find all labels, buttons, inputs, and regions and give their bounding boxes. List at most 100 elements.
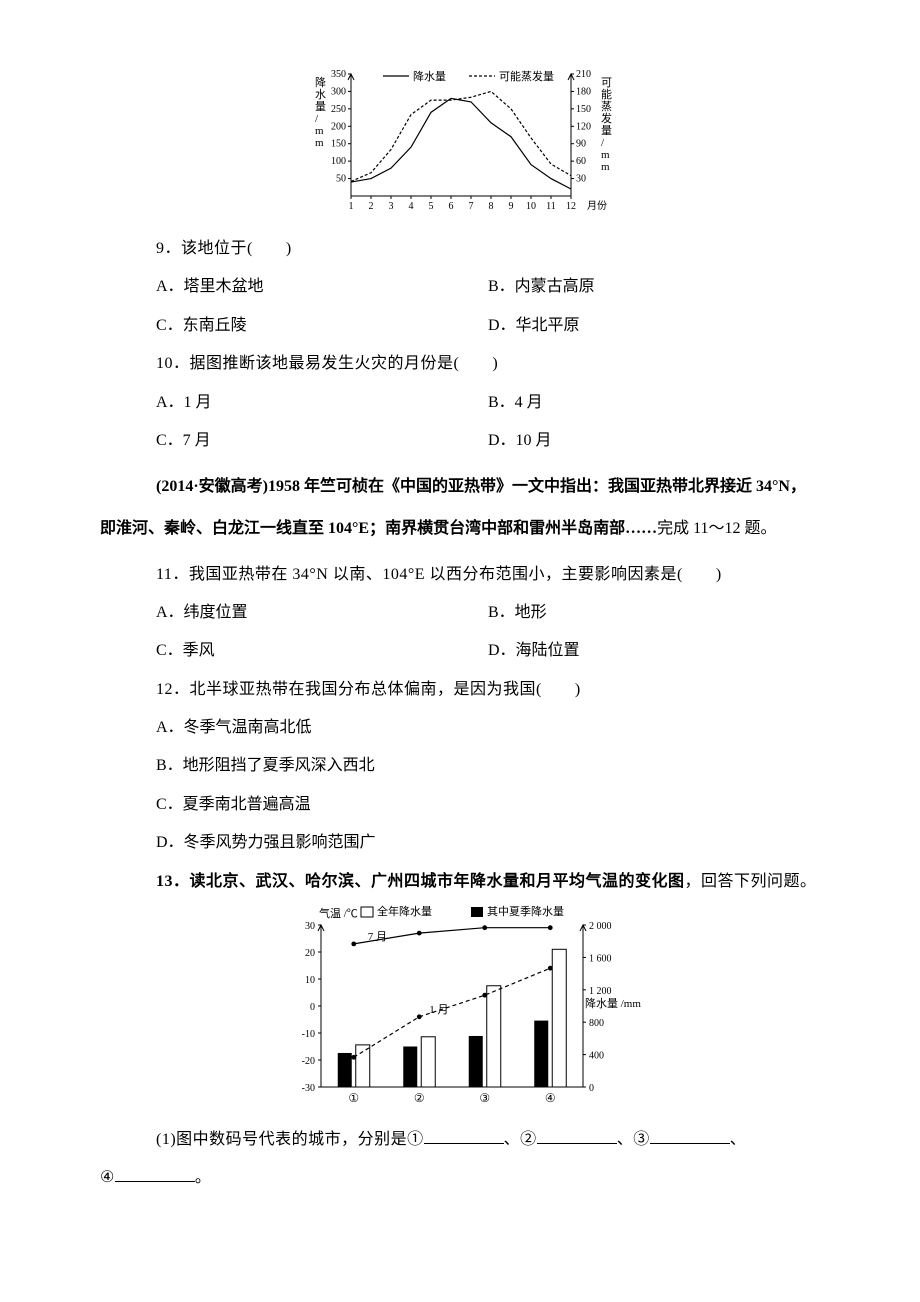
q10-opt-d: D．10 月: [488, 422, 820, 460]
q13-sub1-mid2: 、③: [617, 1131, 650, 1148]
svg-text:0: 0: [589, 1083, 594, 1094]
svg-text:6: 6: [449, 201, 454, 212]
svg-text:量: 量: [601, 124, 612, 137]
svg-text:月份: 月份: [587, 200, 607, 212]
svg-text:8: 8: [489, 201, 494, 212]
q13-stem: 13．读北京、武汉、哈尔滨、广州四城市年降水量和月平均气温的变化图，回答下列问题…: [100, 863, 820, 901]
svg-text:1 200: 1 200: [589, 986, 612, 997]
q13-sub1-lead: (1)图中数码号代表的城市，分别是①: [156, 1131, 424, 1148]
svg-text:9: 9: [509, 201, 514, 212]
q13-sub1-end: 。: [195, 1169, 212, 1186]
svg-text:-10: -10: [302, 1029, 315, 1040]
svg-text:800: 800: [589, 1018, 604, 1029]
q13-stem-tail: ，回答下列问题。: [685, 873, 817, 890]
q10-opt-b: B．4 月: [488, 384, 820, 422]
svg-text:②: ②: [414, 1091, 425, 1105]
svg-text:①: ①: [348, 1091, 359, 1105]
svg-text:4: 4: [409, 201, 414, 212]
q9-opt-a: A．塔里木盆地: [156, 268, 488, 306]
q11-options-row2: C．季风 D．海陆位置: [100, 632, 820, 670]
svg-text:100: 100: [331, 156, 346, 167]
svg-text:12: 12: [566, 201, 576, 212]
svg-text:200: 200: [331, 121, 346, 132]
svg-text:m: m: [601, 161, 610, 173]
passage-tail: 完成 11～12 题。: [657, 520, 776, 537]
svg-text:m: m: [315, 137, 324, 149]
svg-text:180: 180: [576, 86, 591, 97]
q11-opt-d: D．海陆位置: [488, 632, 820, 670]
svg-text:④: ④: [545, 1091, 556, 1105]
q11-options-row1: A．纬度位置 B．地形: [100, 594, 820, 632]
q10-options-row1: A．1 月 B．4 月: [100, 384, 820, 422]
svg-text:300: 300: [331, 86, 346, 97]
q12-opt-a: A．冬季气温南高北低: [100, 709, 820, 747]
q9-opt-c: C．东南丘陵: [156, 307, 488, 345]
svg-text:7 月: 7 月: [368, 931, 387, 943]
blank-4: [115, 1165, 195, 1182]
svg-text:5: 5: [429, 201, 434, 212]
q9-options-row2: C．东南丘陵 D．华北平原: [100, 307, 820, 345]
q13-sub1-line1: (1)图中数码号代表的城市，分别是① 、② 、③ 、: [100, 1121, 820, 1159]
q9-options-row1: A．塔里木盆地 B．内蒙古高原: [100, 268, 820, 306]
q13-sub1-mid1: 、②: [504, 1131, 537, 1148]
q12-opt-c: C．夏季南北普遍高温: [100, 786, 820, 824]
blank-3: [650, 1127, 730, 1144]
svg-text:1 600: 1 600: [589, 953, 612, 964]
svg-text:250: 250: [331, 104, 346, 115]
svg-text:m: m: [315, 125, 324, 137]
q9-stem: 9．该地位于( ): [100, 230, 820, 268]
svg-text:降: 降: [315, 75, 326, 89]
svg-text:90: 90: [576, 139, 586, 150]
svg-text:全年降水量: 全年降水量: [377, 904, 432, 918]
q10-opt-a: A．1 月: [156, 384, 488, 422]
svg-text:50: 50: [336, 174, 346, 185]
svg-text:水: 水: [315, 88, 326, 101]
svg-text:11: 11: [546, 201, 556, 212]
q9-opt-d: D．华北平原: [488, 307, 820, 345]
svg-text:蒸: 蒸: [601, 100, 612, 113]
svg-text:-30: -30: [302, 1083, 315, 1094]
q13-sub1-mid3: 、: [730, 1131, 747, 1148]
svg-text:60: 60: [576, 156, 586, 167]
svg-text:210: 210: [576, 69, 591, 80]
q11-opt-a: A．纬度位置: [156, 594, 488, 632]
svg-text:7: 7: [469, 201, 474, 212]
svg-text:能: 能: [601, 87, 612, 101]
q12-opt-b: B．地形阻挡了夏季风深入西北: [100, 747, 820, 785]
svg-text:1 月: 1 月: [429, 1004, 448, 1016]
svg-text:0: 0: [310, 1002, 315, 1013]
svg-text:400: 400: [589, 1051, 604, 1062]
svg-text:30: 30: [576, 174, 586, 185]
blank-1: [424, 1127, 504, 1144]
svg-text:2 000: 2 000: [589, 921, 612, 932]
svg-text:10: 10: [305, 975, 315, 986]
svg-text:发: 发: [601, 111, 612, 125]
svg-text:3: 3: [389, 201, 394, 212]
city-climate-chart: 气温 /℃降水量 /mm-30-20-10010203004008001 200…: [100, 901, 820, 1111]
svg-text:降水量: 降水量: [413, 69, 446, 83]
q11-opt-c: C．季风: [156, 632, 488, 670]
q13-sub1-circ4: ④: [100, 1169, 115, 1186]
svg-text:可能蒸发量: 可能蒸发量: [499, 69, 554, 83]
svg-text:2: 2: [369, 201, 374, 212]
svg-text:10: 10: [526, 201, 536, 212]
q12-opt-d: D．冬季风势力强且影响范围广: [100, 824, 820, 862]
q11-stem: 11．我国亚热带在 34°N 以南、104°E 以西分布范围小，主要影响因素是(…: [100, 556, 820, 594]
q11-opt-b: B．地形: [488, 594, 820, 632]
svg-text:可: 可: [601, 77, 612, 89]
svg-text:③: ③: [479, 1091, 490, 1105]
passage-11-12: (2014·安徽高考)1958 年竺可桢在《中国的亚热带》一文中指出：我国亚热带…: [100, 466, 820, 549]
q10-opt-c: C．7 月: [156, 422, 488, 460]
svg-text:/: /: [601, 137, 605, 149]
svg-text:/: /: [315, 113, 319, 125]
q12-stem: 12．北半球亚热带在我国分布总体偏南，是因为我国( ): [100, 671, 820, 709]
svg-text:30: 30: [305, 921, 315, 932]
q13-stem-bold: 13．读北京、武汉、哈尔滨、广州四城市年降水量和月平均气温的变化图: [156, 873, 685, 890]
precip-evap-chart: 5010015020025030035030609012015018021012…: [100, 60, 820, 220]
svg-text:1: 1: [349, 201, 354, 212]
svg-text:-20: -20: [302, 1056, 315, 1067]
svg-text:量: 量: [315, 100, 326, 113]
svg-text:气温 /℃: 气温 /℃: [319, 906, 358, 920]
svg-text:150: 150: [576, 104, 591, 115]
svg-text:降水量 /mm: 降水量 /mm: [585, 996, 641, 1010]
